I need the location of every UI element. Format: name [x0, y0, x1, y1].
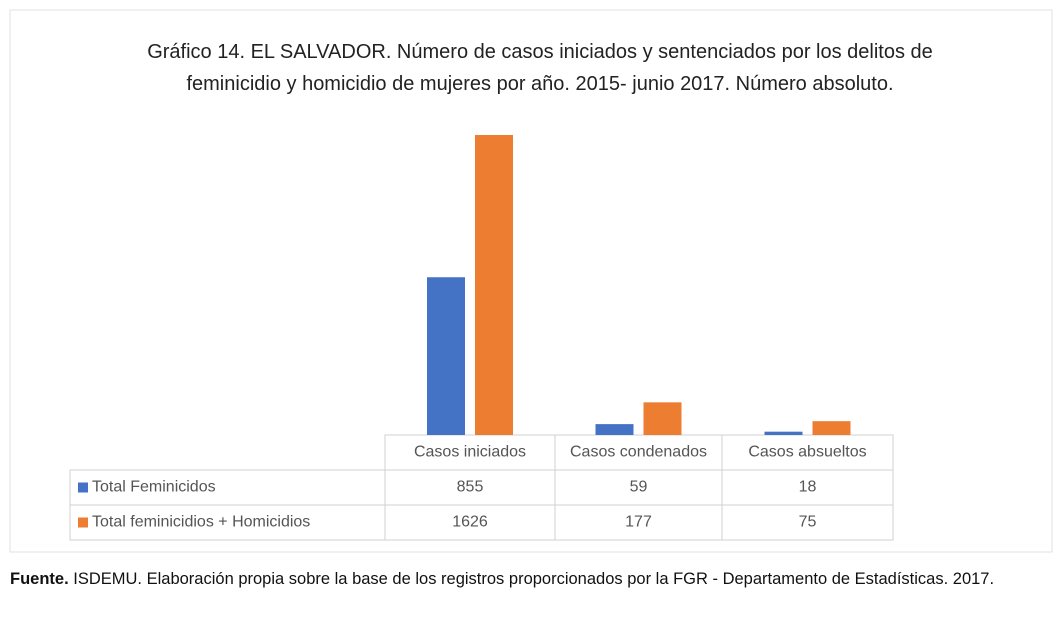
- bar: [764, 431, 803, 435]
- chart-title: Gráfico 14. EL SALVADOR. Número de casos…: [147, 41, 933, 95]
- bar: [475, 135, 513, 435]
- bar: [643, 402, 682, 435]
- table-value: 59: [630, 479, 648, 496]
- bar: [595, 424, 634, 435]
- legend-label: Total Feminicidos: [92, 479, 216, 496]
- table-value: 18: [799, 479, 817, 496]
- table-value: 177: [625, 514, 652, 531]
- bar: [427, 277, 465, 435]
- chart-border: [9, 9, 1053, 553]
- bar: [812, 421, 851, 435]
- source-text: ISDEMU. Elaboración propia sobre la base…: [73, 570, 995, 588]
- source-label: Fuente.: [10, 570, 69, 588]
- table-value: 75: [799, 514, 817, 531]
- category-label: Casos absueltos: [748, 444, 866, 461]
- legend-key: [78, 517, 88, 528]
- table-value: 855: [457, 479, 484, 496]
- legend-key: [78, 482, 88, 493]
- source-note: Fuente. ISDEMU. Elaboración propia sobre…: [10, 566, 1052, 592]
- table-value: 1626: [452, 514, 488, 531]
- category-label: Casos iniciados: [414, 444, 526, 461]
- legend-label: Total feminicidios + Homicidios: [92, 514, 310, 531]
- table-row: [69, 504, 894, 541]
- category-label: Casos condenados: [570, 444, 707, 461]
